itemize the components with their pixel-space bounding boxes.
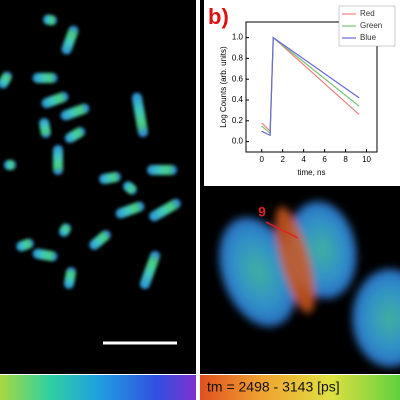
colorbar-right (200, 375, 400, 400)
x-tick-label: 0 (259, 155, 264, 164)
chromosome (131, 92, 149, 138)
colorbar-left (0, 375, 196, 400)
chromosome (115, 201, 145, 219)
chromosome (61, 25, 79, 55)
y-tick-label: 0.0 (232, 137, 244, 146)
y-axis-label: Log Counts (arb. units) (219, 46, 228, 128)
chromosome (16, 238, 34, 252)
marker-label: 9 (258, 204, 266, 220)
y-tick-label: 0.2 (232, 116, 244, 125)
red-band (275, 206, 315, 314)
chromosome (43, 14, 57, 26)
chromosome (139, 250, 161, 290)
chromosome (60, 103, 90, 121)
chromosome (147, 165, 177, 175)
chromosome (99, 171, 121, 185)
chromosome (64, 127, 86, 143)
chromosome (39, 118, 51, 138)
legend-label: Red (360, 9, 375, 18)
chromosome (89, 230, 111, 250)
colorbar-label: tm = 2498 - 3143 [ps] (207, 379, 340, 395)
chromosome (63, 267, 77, 289)
series-line (261, 36, 360, 137)
marker-line (265, 221, 299, 239)
x-tick-label: 10 (362, 155, 371, 164)
y-tick-label: 1.0 (232, 33, 244, 42)
zoomed-chromosome (216, 198, 400, 370)
chromosome (32, 248, 58, 262)
y-tick-label: 0.4 (232, 95, 244, 104)
x-tick-label: 6 (322, 155, 327, 164)
micrograph-left (0, 0, 196, 374)
x-tick-label: 4 (301, 155, 306, 164)
x-tick-label: 8 (343, 155, 348, 164)
chromatid (350, 266, 400, 370)
chromosome (59, 223, 71, 237)
plot-frame (245, 21, 378, 153)
chromosome (41, 91, 69, 109)
chromosome (123, 181, 137, 195)
chromosome (4, 160, 16, 170)
legend-label: Green (360, 21, 382, 30)
chromosome (0, 71, 12, 89)
y-tick-label: 0.6 (232, 74, 244, 83)
chromosome (53, 145, 63, 175)
x-axis-label: time, ns (297, 168, 325, 177)
chromosome (32, 73, 58, 83)
panel-label: b) (208, 4, 229, 29)
legend-label: Blue (360, 33, 377, 42)
x-tick-label: 2 (280, 155, 285, 164)
chromosome (149, 198, 181, 222)
inset-chart: b) 0.0 0.2 0.4 0.6 0.8 1.0 0 2 4 6 8 10 time, ns Log C… (208, 4, 396, 177)
chromosomes (0, 14, 181, 290)
y-tick-label: 0.8 (232, 54, 244, 63)
